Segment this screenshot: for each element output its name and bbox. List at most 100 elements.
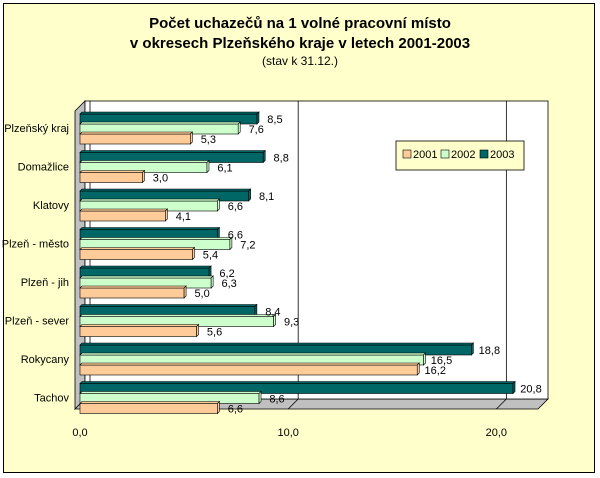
value-label-2003: 8,8 [274,153,289,165]
bar-end-2002 [229,236,233,251]
bar-top-2003 [79,188,252,192]
bar-top-2002 [79,198,221,202]
bar-end-2003 [256,111,260,125]
legend-box [395,140,525,171]
category-label-plzen-jih: Plzeň - jih [21,277,69,289]
bar-end-2003 [471,342,474,356]
value-label-2003: 20,8 [520,384,541,396]
bar-top-2003 [79,150,266,153]
value-label-2001: 6,6 [228,404,243,416]
value-label-2003: 6,6 [228,230,243,242]
value-label-2002: 6,6 [228,201,243,213]
bar-top-2003 [79,381,516,384]
bar-end-2002 [217,198,220,212]
legend-swatch-2002 [440,149,450,159]
bar-top-2002 [79,314,277,317]
bar-end-2002 [258,390,262,405]
bar-top-2003 [79,304,258,307]
category-label-rokycany: Rokycany [21,354,70,366]
bar-top-2001 [79,401,221,404]
bar-top-2001 [79,324,200,327]
bar-end-2002 [206,159,210,174]
bar-top-2002 [79,352,427,356]
bar-2001 [79,403,218,414]
bar-end-2001 [192,246,195,261]
chart-title-block: Počet uchazečů na 1 volné pracovní místo… [0,14,600,68]
value-label-2002: 6,1 [217,163,232,175]
value-label-2001: 5,4 [203,250,218,262]
bar-end-2002 [273,313,276,328]
value-label-2003: 8,4 [265,307,280,319]
legend-label-2003: 2003 [490,149,514,161]
value-label-2001: 16,2 [425,365,446,377]
category-label-plzen-mesto: Plzeň - město [2,239,69,251]
bar-end-2001 [165,208,168,222]
bar-end-2003 [262,149,266,164]
value-label-2002: 9,3 [284,317,299,329]
bar-end-2001 [416,362,420,376]
bar-top-2002 [79,275,214,279]
category-label-plzensky-kraj: Plzeňský kraj [4,123,69,135]
bar-end-2001 [196,323,199,338]
bar-2001 [79,133,191,145]
bar-end-2001 [190,131,193,145]
value-label-2003: 8,1 [259,191,274,203]
legend-label-2001: 2001 [413,149,437,161]
chart-subtitle: (stav k 31.12.) [261,54,339,68]
bar-end-2001 [217,400,220,415]
value-label-2002: 8,6 [269,394,284,406]
bar-2001 [79,364,418,376]
value-label-2001: 5,3 [201,134,216,146]
bar-top-2003 [79,227,221,230]
x-tick-label: 0,0 [72,427,87,439]
legend-label-2002: 2002 [451,149,475,161]
bar-top-2003 [79,265,212,269]
bar-2001 [79,287,185,299]
value-label-2003: 8,5 [267,114,282,126]
bar-top-2001 [79,131,194,135]
bar-top-2002 [79,121,241,125]
bar-top-2002 [79,160,210,163]
value-label-2003: 6,2 [219,268,234,280]
category-label-plzen-sever: Plzeň - sever [5,316,70,328]
gridline-depth [496,398,507,410]
bar-end-2001 [183,285,187,299]
value-label-2002: 16,5 [431,355,452,367]
bar-end-2002 [237,121,241,135]
legend-swatch-2003 [479,149,489,159]
x-tick-label: 20,0 [486,427,507,439]
bar-top-2001 [79,247,196,250]
bar-end-2002 [210,275,214,289]
value-label-2001: 5,6 [207,327,222,339]
gridline-depth [287,398,299,410]
value-label-2001: 4,1 [176,211,191,223]
x-tick-label: 10,0 [277,427,298,439]
value-label-2001: 3,0 [153,173,168,185]
value-label-2002: 7,2 [240,240,255,252]
category-label-klatovy: Klatovy [33,200,70,212]
value-label-2001: 5,0 [194,288,209,300]
bar-top-2001 [79,170,146,173]
bar-end-2001 [142,169,145,184]
bar-top-2003 [79,342,475,346]
bar-2001 [79,249,193,260]
bar-2001 [79,210,166,222]
bar-top-2002 [79,237,233,240]
bar-end-2002 [423,352,426,366]
category-label-domazlice: Domažlice [18,162,69,174]
bar-2001 [79,326,197,337]
value-label-2003: 18,8 [479,345,500,357]
bar-end-2003 [248,188,251,202]
value-label-2002: 7,6 [249,124,264,136]
legend-swatch-2001 [402,149,412,159]
bar-end-2003 [512,380,516,395]
bar-top-2001 [79,208,169,212]
bar-2001 [79,172,143,183]
value-label-2002: 6,3 [222,278,237,290]
bar-top-2003 [79,111,260,115]
bar-top-2002 [79,391,262,394]
chart-title-line-2: v okresech Plzeňského kraje v letech 200… [129,35,471,52]
bar-top-2001 [79,362,420,366]
category-label-tachov: Tachov [34,393,69,405]
